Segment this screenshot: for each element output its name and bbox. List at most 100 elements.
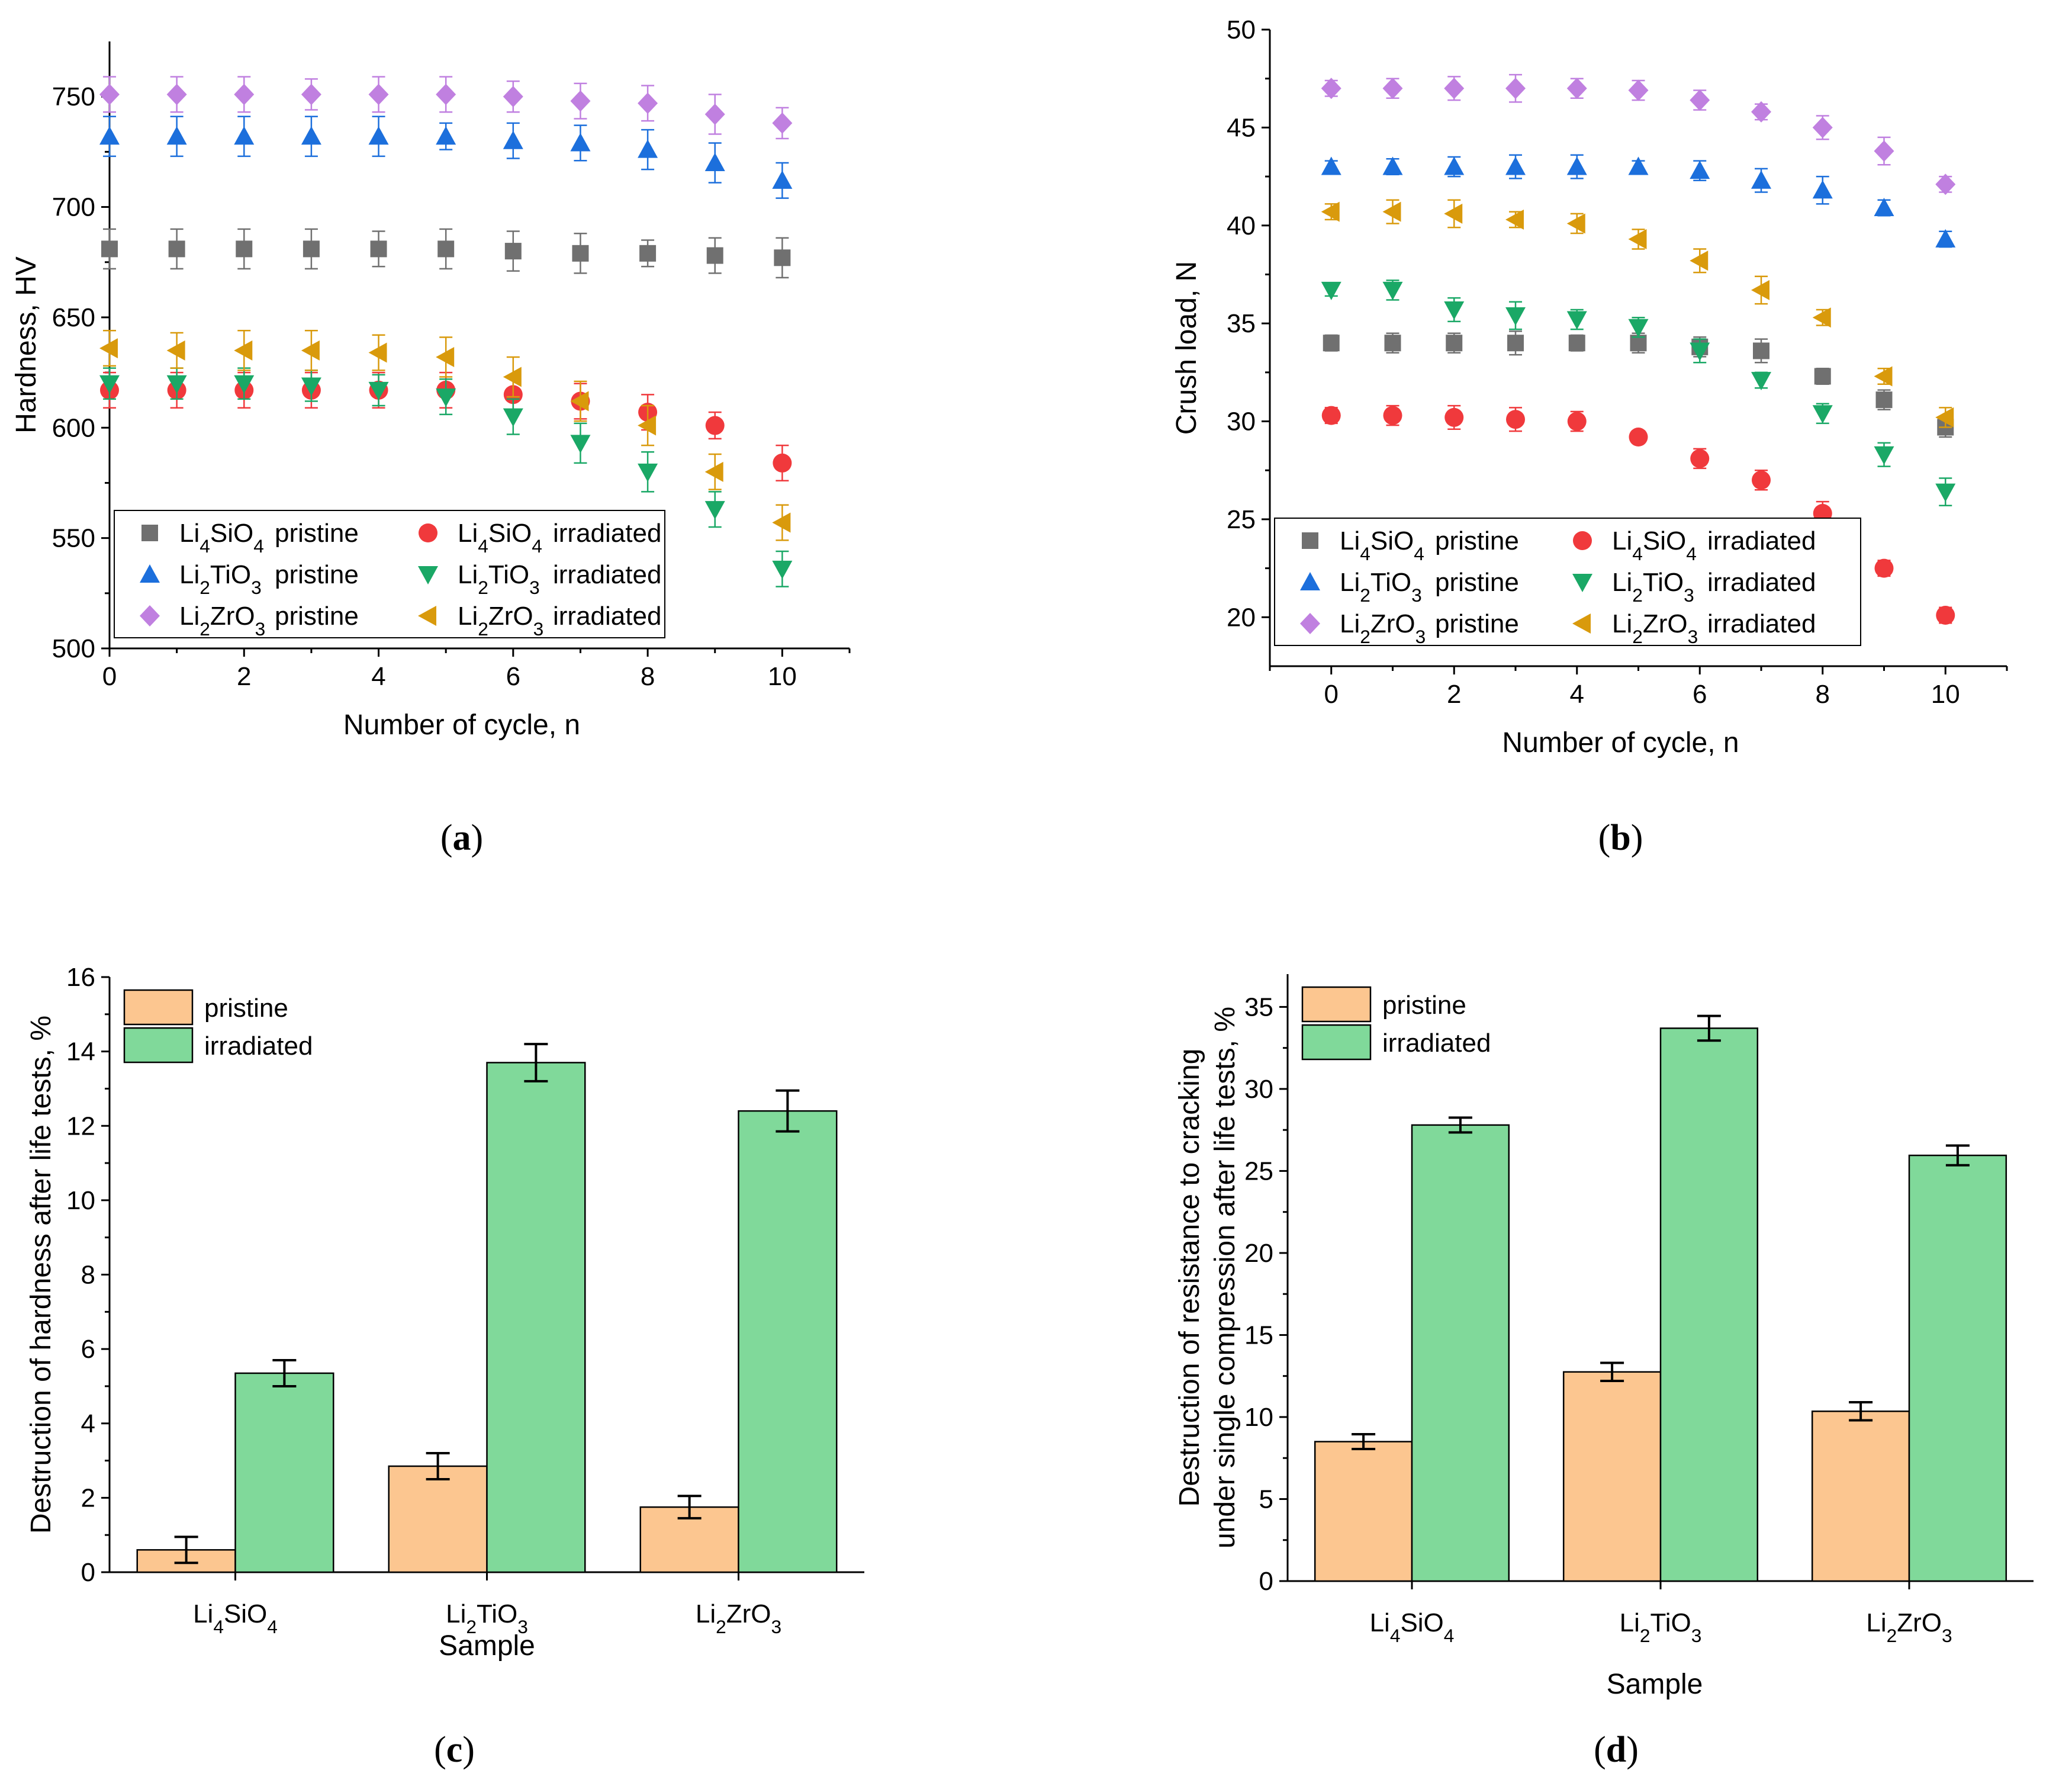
marker-square bbox=[437, 240, 455, 258]
y-tick-label: 30 bbox=[1227, 407, 1256, 436]
marker-square bbox=[504, 243, 522, 260]
formula-part: Li bbox=[696, 1599, 716, 1628]
marker-circle bbox=[1321, 406, 1341, 425]
series-Li4SiO4_irradiated bbox=[1321, 404, 1955, 625]
subscript: 4 bbox=[200, 535, 210, 557]
y-tick-label: 550 bbox=[52, 524, 95, 553]
series-Li4SiO4_pristine bbox=[1323, 330, 1954, 438]
marker-triangle-down bbox=[638, 463, 658, 482]
bar-irradiated bbox=[1908, 1154, 2007, 1582]
y-tick-label: 700 bbox=[52, 193, 95, 222]
marker-triangle-up bbox=[301, 126, 321, 145]
marker-triangle-up bbox=[772, 170, 793, 189]
category-label: Li2TiO3 bbox=[1620, 1608, 1702, 1646]
panel-a: 500 550 600 650 700 750 0 2 4 6 8 10 Number of cycle… bbox=[11, 41, 851, 858]
marker-diamond bbox=[99, 83, 120, 105]
marker-square bbox=[706, 247, 723, 264]
subscript: 3 bbox=[1688, 626, 1698, 647]
marker-triangle-down bbox=[1382, 281, 1403, 300]
marker-diamond bbox=[1300, 613, 1320, 634]
legend-state: pristine bbox=[1435, 609, 1519, 638]
marker-triangle-up bbox=[140, 564, 160, 583]
marker-triangle-left bbox=[1628, 229, 1647, 249]
series-Li2TiO3_irradiated bbox=[1321, 280, 1956, 507]
panel-caption: (c) bbox=[434, 1730, 475, 1770]
marker-triangle-left bbox=[234, 340, 253, 361]
marker-diamond bbox=[166, 83, 187, 105]
marker-circle bbox=[1690, 449, 1710, 468]
y-tick-label: 35 bbox=[1244, 992, 1273, 1021]
y-tick-label: 600 bbox=[52, 413, 95, 442]
y-tick-label: 50 bbox=[1227, 15, 1256, 44]
legend-state: irradiated bbox=[1707, 609, 1816, 638]
legend: pristine irradiated bbox=[123, 989, 313, 1064]
legend-formula: Li2TiO3 bbox=[1340, 568, 1422, 606]
marker-triangle-left bbox=[436, 347, 455, 367]
subscript: 4 bbox=[1444, 1625, 1455, 1646]
y-tick-label: 750 bbox=[52, 82, 95, 111]
subscript: 2 bbox=[200, 577, 210, 598]
marker-triangle-up bbox=[368, 126, 389, 145]
panel-caption: (b) bbox=[1598, 818, 1643, 858]
marker-triangle-down bbox=[1444, 301, 1465, 320]
panel-caption: (d) bbox=[1594, 1730, 1639, 1770]
formula-part: Li bbox=[458, 560, 478, 589]
formula-part: Li bbox=[179, 602, 200, 631]
marker-square bbox=[1507, 335, 1524, 352]
marker-triangle-down bbox=[1572, 574, 1592, 592]
series-Li2ZrO3_pristine bbox=[1321, 73, 1956, 195]
formula-part: ZrO bbox=[1643, 609, 1688, 638]
marker-triangle-left bbox=[1935, 407, 1954, 428]
subscript: 4 bbox=[1686, 543, 1697, 564]
marker-triangle-down bbox=[418, 566, 438, 584]
formula-part: Li bbox=[193, 1599, 213, 1628]
legend-state: irradiated bbox=[553, 519, 661, 548]
x-axis-title: Number of cycle, n bbox=[1502, 727, 1739, 759]
bar-pristine bbox=[1314, 1441, 1413, 1582]
marker-triangle-left bbox=[1690, 250, 1709, 271]
legend-label: irradiated bbox=[204, 1032, 313, 1061]
marker-square bbox=[370, 240, 387, 258]
x-tick-label: 6 bbox=[506, 662, 520, 691]
marker-triangle-down bbox=[503, 408, 523, 427]
subscript: 2 bbox=[1887, 1625, 1897, 1646]
y-axis-title: Destruction of hardness after life tests… bbox=[25, 1016, 57, 1534]
marker-circle bbox=[1506, 410, 1525, 429]
formula-part: ZrO bbox=[1370, 609, 1415, 638]
marker-triangle-down bbox=[1505, 307, 1526, 326]
formula-part: SiO bbox=[1643, 526, 1686, 555]
panel-b: 20 25 30 35 40 45 50 0 2 4 6 8 10 Number of cycle, n C… bbox=[1171, 15, 2008, 858]
legend-swatch-irradiated bbox=[1301, 1024, 1372, 1061]
marker-triangle-left bbox=[1321, 201, 1340, 222]
marker-triangle-left bbox=[772, 512, 791, 533]
y-tick-label: 10 bbox=[66, 1186, 95, 1215]
marker-circle bbox=[1444, 407, 1464, 427]
marker-triangle-down bbox=[570, 435, 591, 454]
marker-circle bbox=[419, 523, 437, 542]
marker-circle bbox=[1936, 606, 1955, 625]
y-tick-label: 8 bbox=[81, 1261, 95, 1290]
x-tick-label: 10 bbox=[1931, 680, 1960, 709]
legend-state: pristine bbox=[275, 519, 359, 548]
formula-part: Li bbox=[458, 602, 478, 631]
formula-part: ZrO bbox=[488, 602, 533, 631]
marker-triangle-up bbox=[1751, 170, 1771, 189]
subscript: 2 bbox=[1640, 1625, 1650, 1646]
formula-part: SiO bbox=[224, 1599, 267, 1628]
marker-square bbox=[1302, 532, 1318, 549]
marker-triangle-up bbox=[1690, 160, 1710, 179]
series-Li2TiO3_pristine bbox=[1321, 154, 1956, 248]
marker-diamond bbox=[1566, 78, 1587, 99]
subscript: 2 bbox=[1632, 626, 1643, 647]
legend-state: pristine bbox=[275, 602, 359, 631]
marker-triangle-up bbox=[1382, 156, 1403, 175]
marker-triangle-up bbox=[1444, 156, 1465, 175]
category-label: Li4SiO4 bbox=[193, 1599, 278, 1637]
formula-part: Li bbox=[179, 560, 200, 589]
marker-triangle-down bbox=[1566, 311, 1587, 330]
y-tick-label: 20 bbox=[1244, 1239, 1273, 1268]
category-label: Li2TiO3 bbox=[446, 1599, 528, 1637]
marker-triangle-down bbox=[166, 375, 187, 394]
legend: pristine irradiated bbox=[1301, 986, 1491, 1061]
